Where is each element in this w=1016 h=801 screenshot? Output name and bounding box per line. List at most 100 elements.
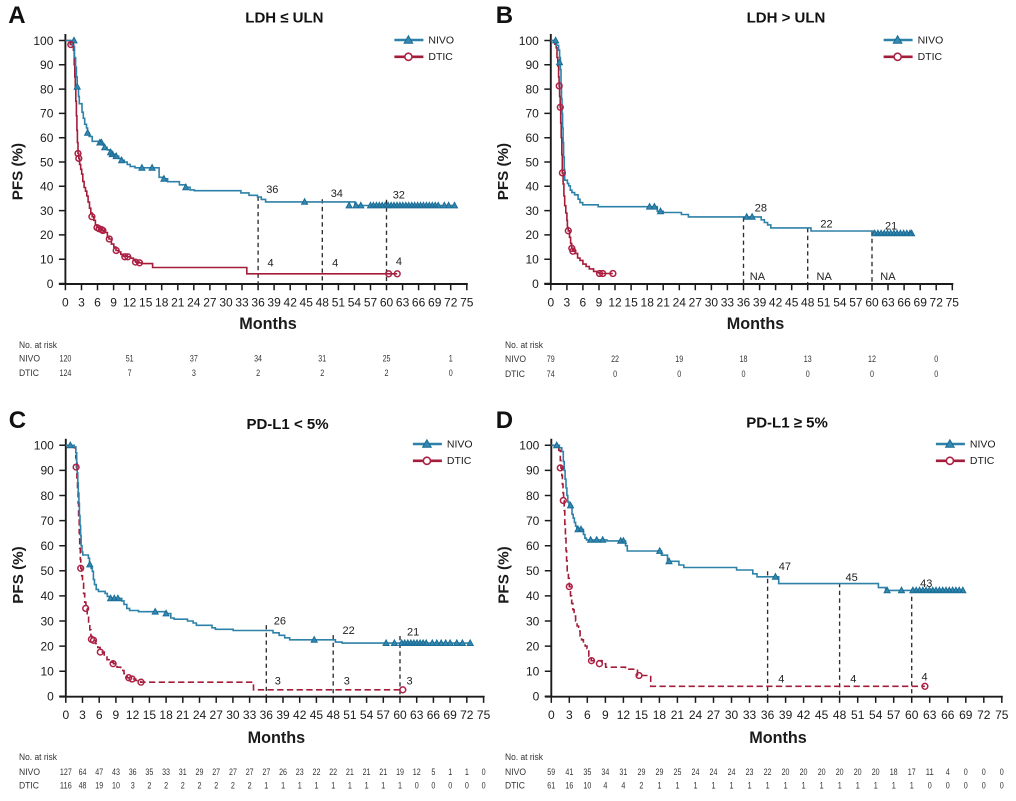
svg-text:DTIC: DTIC	[428, 51, 453, 63]
svg-text:15: 15	[635, 708, 649, 722]
svg-text:72: 72	[977, 708, 991, 722]
svg-text:45: 45	[815, 708, 829, 722]
svg-text:0: 0	[964, 781, 968, 791]
svg-text:33: 33	[243, 708, 257, 722]
svg-text:45: 45	[785, 296, 799, 310]
svg-text:60: 60	[40, 539, 54, 553]
svg-text:63: 63	[881, 296, 895, 310]
svg-text:20: 20	[800, 767, 808, 777]
svg-text:42: 42	[769, 296, 783, 310]
svg-text:48: 48	[327, 708, 341, 722]
svg-text:1: 1	[892, 781, 896, 791]
svg-text:80: 80	[526, 489, 540, 503]
svg-text:60: 60	[865, 296, 879, 310]
svg-text:6: 6	[580, 296, 587, 310]
svg-text:54: 54	[833, 296, 847, 310]
svg-text:25: 25	[674, 767, 682, 777]
svg-text:0: 0	[47, 690, 54, 704]
svg-text:0: 0	[806, 369, 810, 379]
svg-text:9: 9	[602, 708, 609, 722]
svg-text:19: 19	[396, 767, 404, 777]
svg-text:1: 1	[748, 781, 752, 791]
svg-text:18: 18	[641, 296, 655, 310]
svg-text:42: 42	[284, 296, 298, 310]
svg-text:1: 1	[381, 781, 385, 791]
svg-text:20: 20	[872, 767, 880, 777]
svg-text:PD-L1 < 5%: PD-L1 < 5%	[246, 416, 328, 433]
svg-text:30: 30	[705, 296, 719, 310]
svg-text:0: 0	[946, 781, 950, 791]
svg-text:35: 35	[583, 767, 591, 777]
svg-text:PFS (%): PFS (%)	[495, 143, 512, 200]
svg-text:90: 90	[526, 464, 540, 478]
svg-text:34: 34	[331, 188, 343, 200]
svg-text:1: 1	[365, 781, 369, 791]
svg-text:10: 10	[112, 781, 120, 791]
svg-text:DTIC: DTIC	[19, 781, 39, 791]
svg-text:72: 72	[444, 296, 458, 310]
svg-text:36: 36	[761, 708, 775, 722]
svg-text:10: 10	[526, 665, 540, 679]
svg-text:27: 27	[246, 767, 254, 777]
svg-text:12: 12	[126, 708, 140, 722]
svg-text:50: 50	[40, 155, 54, 169]
svg-text:9: 9	[113, 708, 120, 722]
svg-text:DTIC: DTIC	[19, 368, 39, 378]
svg-text:66: 66	[941, 708, 955, 722]
svg-text:0: 0	[62, 296, 69, 310]
svg-text:72: 72	[460, 708, 474, 722]
svg-text:40: 40	[526, 589, 540, 603]
svg-text:100: 100	[33, 34, 53, 48]
svg-text:LDH ≤ ULN: LDH ≤ ULN	[245, 10, 323, 27]
svg-text:PFS (%): PFS (%)	[10, 143, 27, 200]
svg-text:1: 1	[766, 781, 770, 791]
svg-text:NA: NA	[817, 271, 833, 283]
svg-text:57: 57	[849, 296, 863, 310]
svg-text:41: 41	[565, 767, 573, 777]
svg-text:9: 9	[596, 296, 603, 310]
svg-text:NIVO: NIVO	[505, 354, 526, 364]
svg-text:19: 19	[675, 354, 683, 364]
svg-text:3: 3	[564, 296, 571, 310]
svg-text:0: 0	[548, 708, 555, 722]
svg-text:0: 0	[934, 354, 938, 364]
svg-text:1: 1	[348, 781, 352, 791]
svg-text:54: 54	[348, 296, 362, 310]
svg-text:24: 24	[187, 296, 201, 310]
svg-text:NA: NA	[880, 271, 896, 283]
svg-text:15: 15	[143, 708, 157, 722]
svg-text:17: 17	[908, 767, 916, 777]
svg-text:100: 100	[519, 34, 539, 48]
svg-text:36: 36	[737, 296, 751, 310]
svg-text:21: 21	[657, 296, 671, 310]
svg-text:47: 47	[779, 561, 791, 573]
svg-text:DTIC: DTIC	[970, 455, 995, 467]
svg-text:1: 1	[712, 781, 716, 791]
svg-text:16: 16	[565, 781, 573, 791]
svg-text:45: 45	[846, 572, 858, 584]
svg-text:4: 4	[946, 767, 950, 777]
svg-text:54: 54	[869, 708, 883, 722]
svg-text:39: 39	[267, 296, 281, 310]
svg-text:60: 60	[905, 708, 919, 722]
svg-text:42: 42	[797, 708, 811, 722]
svg-text:4: 4	[922, 672, 928, 684]
svg-text:21: 21	[363, 767, 371, 777]
svg-text:75: 75	[995, 708, 1009, 722]
svg-text:3: 3	[131, 781, 135, 791]
svg-text:39: 39	[753, 296, 767, 310]
svg-text:26: 26	[274, 615, 286, 627]
svg-text:1: 1	[315, 781, 319, 791]
svg-text:1: 1	[658, 781, 662, 791]
svg-text:4: 4	[332, 258, 338, 270]
svg-text:20: 20	[836, 767, 844, 777]
svg-text:24: 24	[692, 767, 700, 777]
svg-text:24: 24	[710, 767, 718, 777]
svg-text:0: 0	[448, 781, 452, 791]
svg-text:100: 100	[34, 439, 54, 453]
svg-text:21: 21	[176, 708, 190, 722]
svg-text:69: 69	[959, 708, 973, 722]
svg-text:0: 0	[532, 277, 539, 291]
svg-text:48: 48	[79, 781, 87, 791]
svg-text:60: 60	[380, 296, 394, 310]
